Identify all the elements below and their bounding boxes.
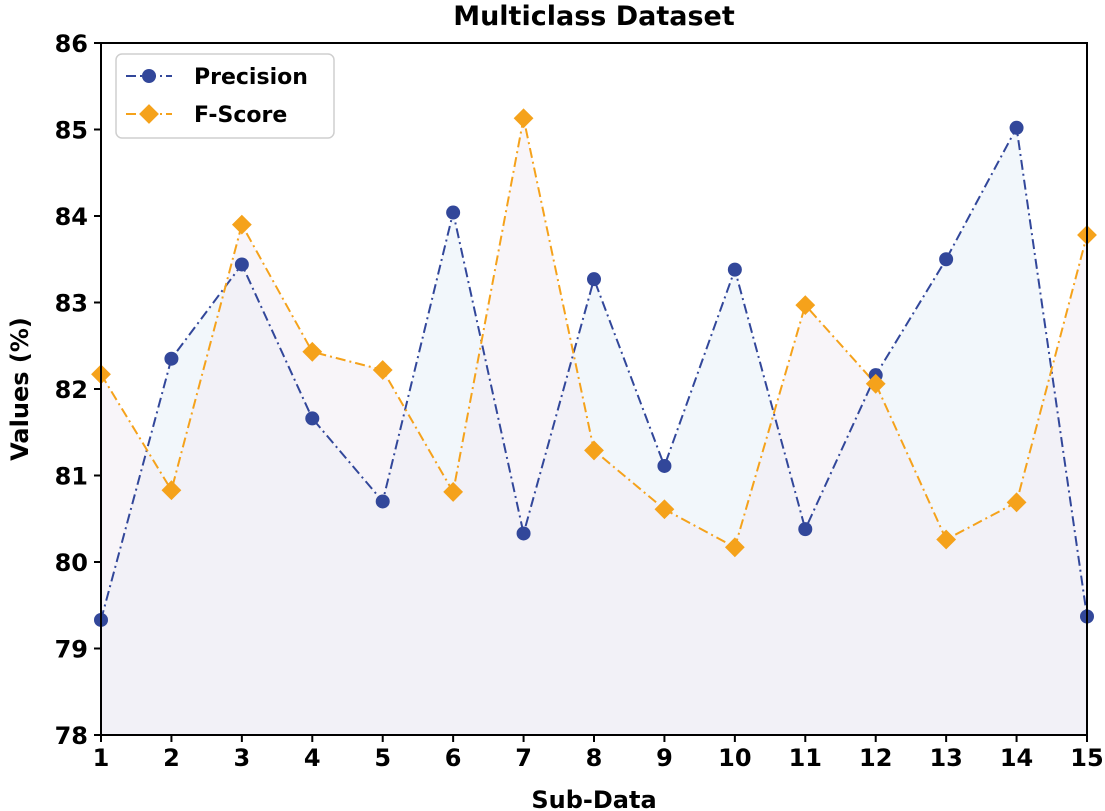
x-tick-label: 2 bbox=[163, 744, 180, 772]
data-point bbox=[865, 373, 886, 394]
x-tick-label: 6 bbox=[445, 744, 462, 772]
data-point bbox=[513, 108, 534, 129]
legend-fscore-label: F-Score bbox=[194, 103, 287, 128]
data-point bbox=[446, 205, 461, 220]
x-tick-label: 11 bbox=[789, 744, 822, 772]
chart-title: Multiclass Dataset bbox=[453, 1, 735, 32]
x-tick-label: 12 bbox=[859, 744, 892, 772]
y-tick-label: 85 bbox=[55, 117, 88, 145]
data-point bbox=[587, 272, 601, 287]
legend-precision-label: Precision bbox=[194, 65, 308, 90]
data-point bbox=[795, 295, 816, 315]
series-line-0 bbox=[100, 124, 1088, 621]
data-point bbox=[798, 522, 813, 537]
y-tick-label: 81 bbox=[55, 463, 88, 491]
data-point bbox=[443, 482, 464, 502]
y-tick-label: 78 bbox=[55, 722, 88, 750]
data-point bbox=[375, 494, 390, 509]
y-tick-label: 86 bbox=[55, 30, 88, 58]
series-markers bbox=[91, 108, 1097, 627]
data-point bbox=[584, 440, 604, 461]
x-tick-label: 1 bbox=[93, 744, 110, 772]
data-point bbox=[161, 480, 182, 501]
data-point bbox=[516, 526, 531, 541]
data-point bbox=[724, 537, 745, 558]
x-tick-label: 13 bbox=[929, 744, 962, 772]
area-fills bbox=[101, 118, 1087, 735]
data-point bbox=[231, 214, 252, 235]
data-point bbox=[234, 257, 249, 272]
x-axis-ticks: 1 2 3 4 5 6 7 8 9 10 11 12 13 14 15 bbox=[93, 735, 1104, 772]
x-tick-label: 15 bbox=[1070, 744, 1103, 772]
data-point bbox=[936, 529, 957, 550]
x-tick-label: 10 bbox=[718, 744, 751, 772]
data-point bbox=[302, 341, 323, 362]
x-axis-label: Sub-Data bbox=[531, 786, 656, 811]
y-tick-label: 80 bbox=[55, 549, 88, 577]
y-tick-label: 83 bbox=[55, 290, 88, 318]
y-tick-label: 84 bbox=[55, 203, 88, 231]
data-point bbox=[654, 499, 675, 520]
x-tick-label: 9 bbox=[656, 744, 673, 772]
legend-fscore-marker bbox=[139, 104, 159, 124]
data-point bbox=[372, 360, 393, 380]
x-tick-label: 14 bbox=[1000, 744, 1033, 772]
area-fill-1 bbox=[101, 118, 1087, 735]
legend: Precision F-Score bbox=[115, 53, 335, 139]
y-axis-label: Values (%) bbox=[6, 317, 34, 461]
legend-precision-marker bbox=[142, 69, 156, 83]
data-point bbox=[305, 411, 320, 426]
data-point bbox=[727, 262, 742, 277]
y-tick-label: 82 bbox=[55, 376, 88, 404]
x-tick-label: 7 bbox=[515, 744, 532, 772]
data-point bbox=[164, 351, 179, 366]
data-point bbox=[657, 458, 672, 473]
x-tick-label: 5 bbox=[374, 744, 391, 772]
y-axis-ticks: 78 79 80 81 82 83 84 85 86 bbox=[55, 30, 101, 750]
data-point bbox=[939, 252, 954, 267]
x-tick-label: 8 bbox=[586, 744, 603, 772]
y-tick-label: 79 bbox=[55, 636, 88, 664]
x-tick-label: 3 bbox=[234, 744, 251, 772]
data-point bbox=[1006, 492, 1027, 513]
data-point bbox=[1009, 120, 1024, 135]
x-tick-label: 4 bbox=[304, 744, 321, 772]
